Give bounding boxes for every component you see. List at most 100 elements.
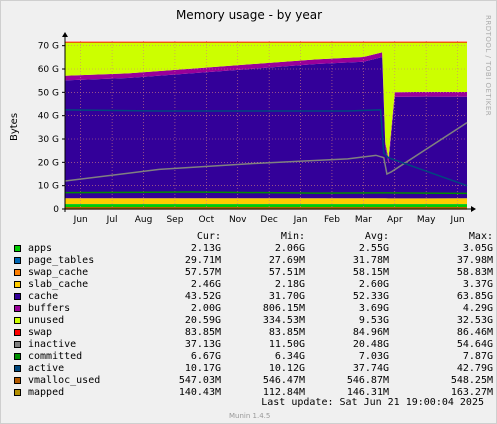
x-tick-label: Feb [324, 215, 340, 225]
legend-series-name: swap_cache [28, 267, 89, 278]
legend-avg-value: 58.15M [352, 267, 389, 278]
y-tick-label: 60 G [38, 65, 59, 75]
y-tick-label: 20 G [38, 158, 59, 168]
x-tick-label: Jan [293, 215, 308, 225]
legend-swatch [14, 281, 21, 288]
legend-swatch [14, 353, 21, 360]
legend-cur-value: 20.59G [184, 315, 221, 326]
legend-max-value: 58.83M [456, 267, 493, 278]
legend-row-page-tables: page_tables 29.71M 27.69M 31.78M 37.98M [13, 255, 493, 267]
legend-header-cur: Cur: [196, 231, 221, 242]
legend-series-name: swap [28, 327, 53, 338]
y-tick-label: 70 G [38, 42, 59, 52]
legend-min-value: 83.85M [268, 327, 305, 338]
legend-swatch [14, 293, 21, 300]
legend-series-name: apps [28, 243, 53, 254]
legend-avg-value: 9.53G [358, 315, 389, 326]
legend-max-value: 32.53G [456, 315, 493, 326]
legend-cur-value: 29.71M [184, 255, 221, 266]
legend-row-buffers: buffers 2.00G 806.15M 3.69G 4.29G [13, 303, 493, 315]
last-update: Last update: Sat Jun 21 19:00:04 2025 [261, 397, 484, 408]
legend-avg-value: 52.33G [352, 291, 389, 302]
legend-row-unused: unused 20.59G 334.53M 9.53G 32.53G [13, 315, 493, 327]
line-active [64, 109, 468, 187]
x-tick-label: Dec [260, 215, 277, 225]
legend-series-name: active [28, 363, 65, 374]
legend-series-name: unused [28, 315, 65, 326]
x-tick-label: Oct [199, 215, 215, 225]
legend-min-value: 27.69M [268, 255, 305, 266]
legend-swatch [14, 305, 21, 312]
memory-chart: Memory usage - by year Bytes 0 10 G 20 G 30… [9, 8, 476, 225]
legend-min-value: 10.12G [268, 363, 305, 374]
legend-min-value: 546.47M [262, 375, 305, 386]
legend-row-committed: committed 6.67G 6.34G 7.03G 7.87G [13, 351, 493, 363]
legend-max-value: 4.29G [462, 303, 493, 314]
y-tick-label: 30 G [38, 135, 59, 145]
legend-row-cache: cache 43.52G 31.70G 52.33G 63.85G [13, 291, 493, 303]
legend-max-value: 3.37G [462, 279, 493, 290]
legend-max-value: 163.27M [450, 387, 493, 398]
legend-max-value: 42.79G [456, 363, 493, 374]
y-tick-label: 10 G [38, 182, 59, 192]
chart-title: Memory usage - by year [176, 8, 322, 22]
legend-cur-value: 2.13G [190, 243, 221, 254]
legend-avg-value: 31.78M [352, 255, 389, 266]
legend-min-value: 2.18G [274, 279, 305, 290]
legend-max-value: 3.05G [462, 243, 493, 254]
legend-header-max: Max: [468, 231, 493, 242]
legend-max-value: 54.64G [456, 339, 493, 350]
x-axis-arrow [471, 206, 476, 212]
area-slab-cache [65, 198, 467, 205]
area-cache [65, 57, 467, 199]
legend-series-name: inactive [28, 339, 77, 350]
legend-min-value: 2.06G [274, 243, 305, 254]
legend-avg-value: 7.03G [358, 351, 389, 362]
legend-min-value: 334.53M [262, 315, 305, 326]
x-tick-label: Sep [166, 215, 183, 225]
legend-cur-value: 10.17G [184, 363, 221, 374]
x-tick-label: Mar [355, 215, 372, 225]
legend-header-min: Min: [280, 231, 305, 242]
legend-min-value: 57.51M [268, 267, 305, 278]
legend-row-swap-cache: swap_cache 57.57M 57.51M 58.15M 58.83M [13, 267, 493, 279]
legend-header-avg: Avg: [364, 231, 389, 242]
x-tick-label: Jun [450, 215, 465, 225]
stacked-areas [65, 41, 467, 209]
legend-series-name: buffers [28, 303, 71, 314]
legend-avg-value: 2.55G [358, 243, 389, 254]
legend-swatch [14, 377, 21, 384]
legend-max-value: 86.46M [456, 327, 493, 338]
legend-max-value: 548.25M [450, 375, 493, 386]
legend-cur-value: 547.03M [178, 375, 221, 386]
legend-avg-value: 20.48G [352, 339, 389, 350]
legend-series-name: vmalloc_used [28, 375, 101, 386]
legend-cur-value: 2.00G [190, 303, 221, 314]
legend-swatch [14, 365, 21, 372]
legend-max-value: 63.85G [456, 291, 493, 302]
line-committed [64, 191, 468, 195]
rrdtool-credit: RRDTOOL / TOBI OETIKER [484, 15, 492, 117]
y-tick-labels: 0 10 G 20 G 30 G 40 G 50 G 60 G 70 G [38, 42, 65, 215]
legend-series-name: committed [28, 351, 83, 362]
legend-row-apps: apps 2.13G 2.06G 2.55G 3.05G [13, 243, 493, 255]
legend-cur-value: 43.52G [184, 291, 221, 302]
legend-series-name: page_tables [28, 255, 95, 266]
legend-swatch [14, 341, 21, 348]
legend-swatch [14, 329, 21, 336]
y-axis-label: Bytes [9, 113, 20, 141]
legend-rows: apps 2.13G 2.06G 2.55G 3.05G page_tables 29.71… [13, 243, 493, 399]
legend-row-swap: swap 83.85M 83.85M 84.96M 86.46M [13, 327, 493, 339]
legend-max-value: 37.98M [456, 255, 493, 266]
munin-version: Munin 1.4.5 [229, 412, 271, 420]
legend-row-inactive: inactive 37.13G 11.50G 20.48G 54.64G [13, 339, 493, 351]
legend-avg-value: 84.96M [352, 327, 389, 338]
legend-avg-value: 37.74G [352, 363, 389, 374]
x-tick-label: Nov [229, 215, 247, 225]
legend-cur-value: 37.13G [184, 339, 221, 350]
y-tick-label: 0 [53, 205, 59, 215]
legend-row-vmalloc-used: vmalloc_used 547.03M 546.47M 546.87M 548.25M [13, 375, 493, 387]
x-tick-label: Aug [135, 215, 153, 225]
y-tick-label: 50 G [38, 88, 59, 98]
